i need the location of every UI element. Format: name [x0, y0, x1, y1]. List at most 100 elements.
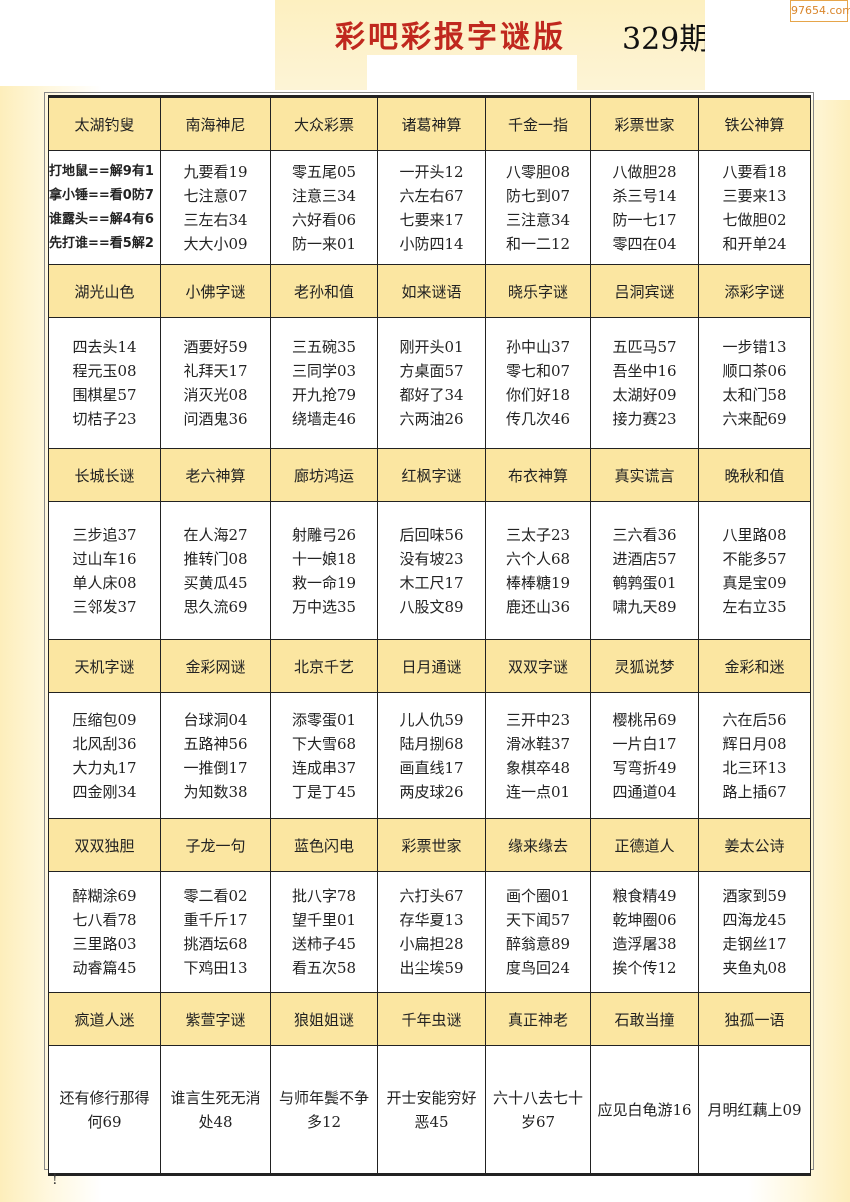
riddle-cell: 画个圈01 天下闻57 醉翁意89 度鸟回24 [485, 871, 591, 993]
riddle-cell: 批八字78 望千里01 送柿子45 看五次58 [270, 871, 378, 993]
section-header-row: 太湖钓叟 南海神尼 大众彩票 诸葛神算 千金一指 彩票世家 铁公神算 [48, 96, 811, 151]
riddle-cell: 四去头14 程元玉08 围棋星57 切桔子23 [48, 317, 161, 449]
riddle-line: 三五碗35 [291, 338, 357, 356]
riddle-cell: 应见白龟游16 [590, 1045, 699, 1175]
riddle-line: 三步追37 [72, 525, 137, 544]
riddle-line: 画直线17 [399, 758, 464, 777]
riddle-line: 七要来17 [399, 210, 464, 229]
riddle-line: 三同学03 [291, 362, 357, 380]
riddle-cell: 在人海27 推转门08 买黄瓜45 思久流69 [160, 501, 271, 640]
riddle-line: 与师年鬓不争 [278, 1088, 369, 1107]
riddle-cell: 还有修行那得 何69 [48, 1045, 161, 1175]
riddle-line: 出尘埃59 [399, 959, 464, 977]
column-header: 真实谎言 [590, 448, 699, 502]
column-header: 双双独胆 [48, 818, 161, 872]
riddle-line: 先打谁==看5解2 [49, 235, 154, 251]
column-header: 独孤一语 [698, 992, 811, 1046]
riddle-cell: 五匹马57 吾坐中16 太湖好09 接力赛23 [590, 317, 699, 449]
column-header: 金彩和迷 [698, 639, 811, 693]
column-header: 廊坊鸿运 [270, 448, 378, 502]
riddle-line: 吾坐中16 [612, 362, 677, 380]
riddle-line: 拿小锤==看0防7 [49, 187, 154, 203]
riddle-line: 零二看02 [183, 887, 248, 905]
riddle-line: 谁露头==解4有6 [49, 211, 154, 227]
riddle-cell: 后回味56 没有坡23 木工尺17 八股文89 [377, 501, 486, 640]
riddle-line: 恶45 [414, 1112, 449, 1131]
riddle-line: 挨个传12 [612, 959, 677, 977]
riddle-line: 三开中23 [505, 710, 571, 729]
riddle-cell: 六十八去七十 岁67 [485, 1045, 591, 1175]
riddle-line: 刚开头01 [399, 338, 464, 356]
section-body-row: 四去头14 程元玉08 围棋星57 切桔子23 酒要好59 礼拜天17 消灭光08 问酒鬼36… [48, 317, 811, 449]
issue-number: 329期 [622, 22, 710, 57]
riddle-line: 添零蛋01 [291, 710, 357, 729]
column-header: 铁公神算 [698, 96, 811, 151]
riddle-line: 十一娘18 [291, 549, 357, 568]
section-header-row: 双双独胆 子龙一句 蓝色闪电 彩票世家 缘来缘去 正德道人 姜太公诗 [48, 818, 811, 872]
section-body-row: 打地鼠==解9有1 拿小锤==看0防7 谁露头==解4有6 先打谁==看5解2 九要看1… [48, 150, 811, 265]
riddle-line: 棒棒糖19 [505, 573, 571, 592]
riddle-line: 三里路03 [72, 935, 137, 953]
riddle-line: 问酒鬼36 [183, 410, 248, 428]
riddle-line: 四去头14 [72, 338, 137, 356]
riddle-line: 木工尺17 [399, 573, 464, 592]
section-header-row: 湖光山色 小佛字谜 老孙和值 如来谜语 晓乐字谜 吕洞宾谜 添彩字谜 [48, 264, 811, 318]
riddle-line: 望千里01 [291, 911, 357, 929]
riddle-line: 陆月捌68 [399, 734, 464, 753]
riddle-line: 粮食精49 [612, 887, 677, 905]
column-header: 彩票世家 [590, 96, 699, 151]
riddle-cell: 台球洞04 五路神56 一推倒17 为知数38 [160, 692, 271, 819]
riddle-line: 七注意07 [183, 186, 248, 205]
riddle-cell: 射雕弓26 十一娘18 救一命19 万中选35 [270, 501, 378, 640]
riddle-line: 一步错13 [722, 338, 787, 356]
riddle-line: 万中选35 [291, 597, 357, 616]
riddle-line: 左右立35 [722, 597, 787, 616]
riddle-line: 思久流69 [183, 597, 248, 616]
riddle-line: 滑冰鞋37 [505, 734, 571, 753]
column-header: 湖光山色 [48, 264, 161, 318]
riddle-cell: 八要看18 三要来13 七做胆02 和开单24 [698, 150, 811, 265]
riddle-cell: 月明红藕上09 [698, 1045, 811, 1175]
riddle-line: 儿人仇59 [399, 710, 464, 729]
riddle-line: 路上插67 [722, 782, 787, 801]
riddle-line: 防一来01 [291, 234, 357, 253]
riddle-line: 三要来13 [722, 186, 787, 205]
riddle-cell: 压缩包09 北风刮36 大力丸17 四金刚34 [48, 692, 161, 819]
riddle-line: 真是宝09 [722, 573, 787, 592]
riddle-line: 救一命19 [291, 573, 357, 592]
riddle-line: 杀三号14 [612, 186, 677, 205]
column-header: 长城长谜 [48, 448, 161, 502]
column-header: 疯道人迷 [48, 992, 161, 1046]
riddle-line: 醉翁意89 [505, 935, 571, 953]
riddle-line: 八零胆08 [505, 162, 571, 181]
riddle-line: 酒要好59 [183, 338, 248, 356]
riddle-line: 一片白17 [612, 734, 677, 753]
riddle-line: 零五尾05 [291, 162, 357, 181]
riddle-line: 注意三34 [291, 186, 357, 205]
section-header-row: 疯道人迷 紫萱字谜 狼姐姐谜 千年虫谜 真正神老 石敢当撞 独孤一语 [48, 992, 811, 1046]
section-body-row: 还有修行那得 何69 谁言生死无消 处48 与师年鬓不争 多12 开士安能穷好 恶45 六十八去… [48, 1045, 811, 1175]
riddle-line: 防一七17 [612, 210, 677, 229]
riddle-cell: 六在后56 辉日月08 北三环13 路上插67 [698, 692, 811, 819]
riddle-line: 北三环13 [722, 758, 787, 777]
riddle-cell: 三步追37 过山车16 单人床08 三邻发37 [48, 501, 161, 640]
footer-mark: ! [52, 1172, 58, 1188]
riddle-cell: 九要看19 七注意07 三左右34 大大小09 [160, 150, 271, 265]
riddle-cell: 一步错13 顺口茶06 太和门58 六来配69 [698, 317, 811, 449]
riddle-line: 八里路08 [722, 525, 787, 544]
riddle-cell: 三六看36 进酒店57 鹌鹑蛋01 啸九天89 [590, 501, 699, 640]
riddle-line: 度鸟回24 [505, 959, 571, 977]
column-header: 小佛字谜 [160, 264, 271, 318]
riddle-line: 醉糊涂69 [72, 887, 137, 905]
column-header: 灵狐说梦 [590, 639, 699, 693]
riddle-line: 接力赛23 [612, 410, 677, 428]
riddle-line: 太和门58 [722, 386, 787, 404]
riddle-line: 单人床08 [72, 573, 137, 592]
page-title: 彩吧彩报字谜版 [335, 20, 566, 55]
riddle-line: 零四在04 [612, 234, 677, 253]
column-header: 大众彩票 [270, 96, 378, 151]
riddle-line: 应见白龟游16 [597, 1100, 692, 1119]
column-header: 吕洞宾谜 [590, 264, 699, 318]
riddle-line: 和开单24 [722, 234, 787, 253]
riddle-line: 四金刚34 [72, 782, 137, 801]
